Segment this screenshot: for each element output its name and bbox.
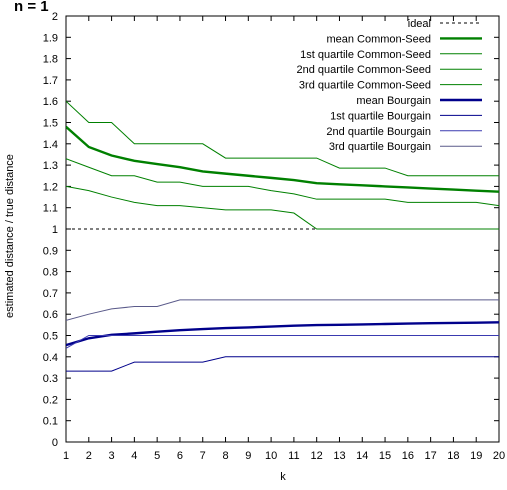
x-tick-label: 6: [177, 450, 183, 462]
x-tick-label: 19: [470, 450, 482, 462]
series-layer: [66, 100, 499, 372]
legend-label-4: 3rd quartile Common-Seed: [299, 80, 431, 92]
y-tick-label: 0.4: [43, 352, 58, 364]
y-tick-label: 1.9: [43, 32, 58, 44]
y-tick-label: 0.3: [43, 373, 58, 385]
y-tick-label: 1.2: [43, 181, 58, 193]
y-tick-label: 1.5: [43, 118, 58, 130]
y-tick-label: 1: [52, 224, 58, 236]
x-tick-label: 9: [245, 450, 251, 462]
y-tick-label: 0.5: [43, 331, 58, 343]
y-tick-label: 0.1: [43, 416, 58, 428]
y-tick-label: 1.3: [43, 160, 58, 172]
series-line-2: [66, 185, 499, 230]
x-tick-label: 5: [154, 450, 160, 462]
series-line-4: [66, 100, 499, 177]
y-tick-label: 1.7: [43, 75, 58, 87]
legend: ideal mean Common-Seed 1st quartile Common…: [296, 18, 482, 153]
series-line-8: [66, 299, 499, 321]
x-tick-label: 16: [402, 450, 414, 462]
x-tick-label: 2: [86, 450, 92, 462]
y-tick-label: 1.8: [43, 54, 58, 66]
legend-label-7: 2nd quartile Bourgain: [326, 126, 431, 138]
x-tick-label: 15: [379, 450, 391, 462]
y-tick-label: 0.8: [43, 267, 58, 279]
x-tick-label: 20: [493, 450, 505, 462]
legend-label-1: mean Common-Seed: [326, 33, 431, 45]
x-tick-label: 13: [333, 450, 345, 462]
y-tick-label: 0.6: [43, 309, 58, 321]
y-tick-label: 2: [52, 11, 58, 23]
x-tick-label: 12: [311, 450, 323, 462]
legend-label-0: ideal: [408, 18, 431, 30]
chart-top-text: n = 1: [14, 0, 49, 15]
y-axis-label: estimated distance / true distance: [4, 154, 16, 318]
x-axis-label: k: [280, 471, 286, 483]
x-tick-label: 14: [356, 450, 368, 462]
x-tick-label: 4: [131, 450, 137, 462]
x-tick-label: 17: [425, 450, 437, 462]
x-tick-label: 18: [447, 450, 459, 462]
series-line-6: [66, 356, 499, 372]
series-line-3: [66, 158, 499, 207]
x-tick-label: 7: [200, 450, 206, 462]
series-line-7: [66, 335, 499, 349]
axes-layer: 0 0.1 0.2 0.3 0.4 0.5 0.6 0.7 0.8 0.9 1 1.1 1.2 1.3 1.…: [43, 11, 505, 462]
x-tick-label: 10: [265, 450, 277, 462]
legend-label-3: 2nd quartile Common-Seed: [296, 64, 431, 76]
y-tick-label: 0.7: [43, 288, 58, 300]
legend-label-5: mean Bourgain: [356, 95, 431, 107]
y-tick-label: 1.4: [43, 139, 58, 151]
legend-label-2: 1st quartile Common-Seed: [300, 49, 431, 61]
legend-label-8: 3rd quartile Bourgain: [329, 141, 431, 153]
series-line-1: [66, 125, 499, 193]
y-tick-label: 1.6: [43, 96, 58, 108]
x-tick-label: 8: [222, 450, 228, 462]
series-line-5: [66, 321, 499, 347]
y-tick-label: 1.1: [43, 203, 58, 215]
y-tick-label: 0.2: [43, 394, 58, 406]
x-tick-label: 3: [109, 450, 115, 462]
y-tick-label: 0.9: [43, 245, 58, 257]
y-tick-label: 0: [52, 437, 58, 449]
legend-label-6: 1st quartile Bourgain: [330, 110, 431, 122]
x-tick-label: 1: [63, 450, 69, 462]
x-tick-label: 11: [288, 450, 299, 462]
